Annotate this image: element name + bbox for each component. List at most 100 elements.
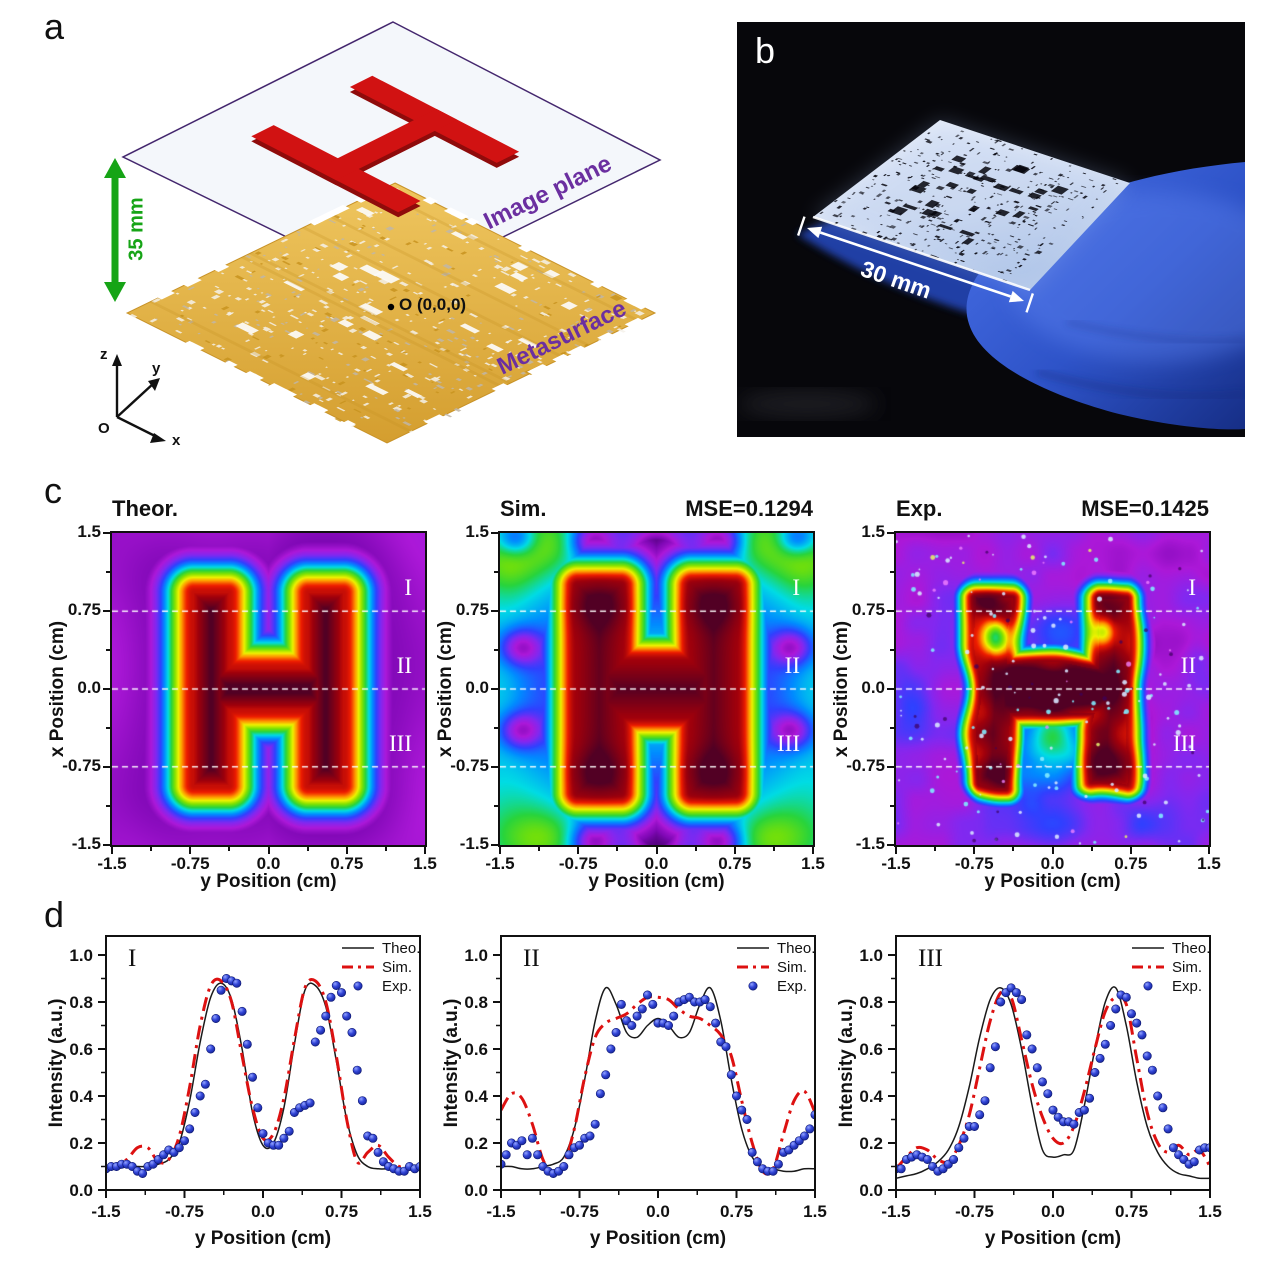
y-tick-label: 0.75 xyxy=(851,600,885,619)
x-tick-label: 1.5 xyxy=(408,1202,432,1221)
exp-point xyxy=(585,1131,595,1141)
y-minor-tick xyxy=(106,571,110,573)
y-major-tick xyxy=(103,688,110,690)
theo-curve xyxy=(105,982,420,1170)
y-major-tick xyxy=(491,844,498,846)
x-tick-label: 0.75 xyxy=(330,854,364,873)
y-major-tick xyxy=(103,610,110,612)
plot-ylabel: Intensity (a.u.) xyxy=(836,999,857,1128)
x-tick-label: 1.5 xyxy=(1198,1202,1222,1221)
exp-point xyxy=(611,1028,621,1038)
x-tick-label: 0.75 xyxy=(325,1202,358,1221)
x-minor-tick xyxy=(1012,847,1015,851)
exp-point xyxy=(711,1018,721,1028)
exp-point xyxy=(368,1133,378,1143)
exp-point xyxy=(206,1044,216,1054)
exp-point xyxy=(1158,1103,1168,1113)
heatmap-theor xyxy=(112,533,425,845)
exp-point xyxy=(632,1011,642,1021)
exp-point xyxy=(642,990,652,1000)
plot-section-numeral: I xyxy=(128,945,136,972)
section-label: I xyxy=(404,575,412,600)
x-tick-label: -0.75 xyxy=(954,854,994,873)
exp-point xyxy=(1137,1030,1147,1040)
x-major-tick xyxy=(973,847,976,854)
x-tick-label: -0.75 xyxy=(165,1202,204,1221)
y-tick-label: 0.8 xyxy=(464,993,488,1012)
y-tick-label: 0.6 xyxy=(859,1040,883,1059)
x-major-tick xyxy=(267,847,270,854)
exp-point xyxy=(258,1129,268,1139)
axis-y-label: y xyxy=(152,360,161,377)
panel-label-b: b xyxy=(755,30,776,71)
heatmap-sim-title: Sim. xyxy=(500,496,547,521)
origin-dot xyxy=(387,303,395,311)
y-major-tick xyxy=(887,688,894,690)
legend-label: Theo. xyxy=(382,940,420,957)
plot-frame xyxy=(105,935,421,1191)
h-letter xyxy=(251,75,520,213)
exp-point xyxy=(1106,1020,1116,1030)
exp-point xyxy=(627,1020,637,1030)
x-minor-tick xyxy=(934,847,937,851)
x-tick-label: -1.5 xyxy=(485,854,515,873)
exp-point xyxy=(1100,1039,1110,1049)
theo-curve xyxy=(500,986,816,1173)
exp-point xyxy=(752,1157,762,1167)
heatmap-exp-mse: MSE=0.1425 xyxy=(1081,496,1209,521)
dimension-arrow xyxy=(796,216,1035,313)
plot-curves xyxy=(895,983,1211,1180)
plot-xlabel: y Position (cm) xyxy=(590,1228,726,1249)
x-major-tick xyxy=(655,847,658,854)
exp-point xyxy=(211,1013,221,1023)
exp-point xyxy=(248,1072,258,1082)
exp-point xyxy=(1142,1051,1152,1061)
exp-point xyxy=(669,1011,679,1021)
y-tick-label: 1.0 xyxy=(859,946,883,965)
legend-label: Sim. xyxy=(382,959,412,976)
x-major-tick xyxy=(189,847,192,854)
x-tick-label: 1.5 xyxy=(803,1202,827,1221)
exp-point xyxy=(1090,1068,1100,1078)
x-major-tick xyxy=(733,847,736,854)
exp-point xyxy=(1027,1044,1037,1054)
exp-point xyxy=(1127,1009,1137,1019)
panel-label-c: c xyxy=(44,470,62,511)
x-minor-tick xyxy=(306,847,309,851)
x-tick-label: 0.0 xyxy=(256,854,281,873)
x-tick-label: 0.75 xyxy=(718,854,752,873)
x-major-tick xyxy=(345,847,348,854)
exp-point xyxy=(1153,1091,1163,1101)
axis-z-label: z xyxy=(100,346,108,363)
exp-point xyxy=(216,985,226,995)
exp-point xyxy=(357,1096,367,1106)
y-tick-label: 0.6 xyxy=(69,1040,93,1059)
y-minor-tick xyxy=(890,649,894,651)
exp-point xyxy=(1163,1124,1173,1134)
x-tick-label: -0.75 xyxy=(558,854,598,873)
y-tick-label: 0.0 xyxy=(465,678,489,697)
exp-point xyxy=(279,1133,289,1143)
exp-point xyxy=(1085,1093,1095,1103)
exp-point xyxy=(138,1169,148,1179)
y-minor-tick xyxy=(494,727,498,729)
exp-point xyxy=(195,1091,205,1101)
exp-point xyxy=(200,1079,210,1089)
photo-panel: b xyxy=(737,22,1262,437)
exp-point xyxy=(959,1133,969,1143)
panel-label-d: d xyxy=(44,894,65,935)
exp-point xyxy=(527,1133,537,1143)
x-tick-label: 1.5 xyxy=(413,854,437,873)
exp-point xyxy=(274,1140,284,1150)
plot-section-numeral: III xyxy=(918,945,943,972)
exp-point xyxy=(347,1028,357,1038)
y-tick-label: -1.5 xyxy=(71,834,101,853)
y-tick-label: -1.5 xyxy=(459,834,489,853)
exp-point xyxy=(1189,1157,1199,1167)
exp-point xyxy=(595,1089,605,1099)
x-tick-label: 0.75 xyxy=(720,1202,753,1221)
y-major-tick xyxy=(887,610,894,612)
axis-x-label: x xyxy=(172,432,181,449)
exp-point xyxy=(805,1124,815,1134)
